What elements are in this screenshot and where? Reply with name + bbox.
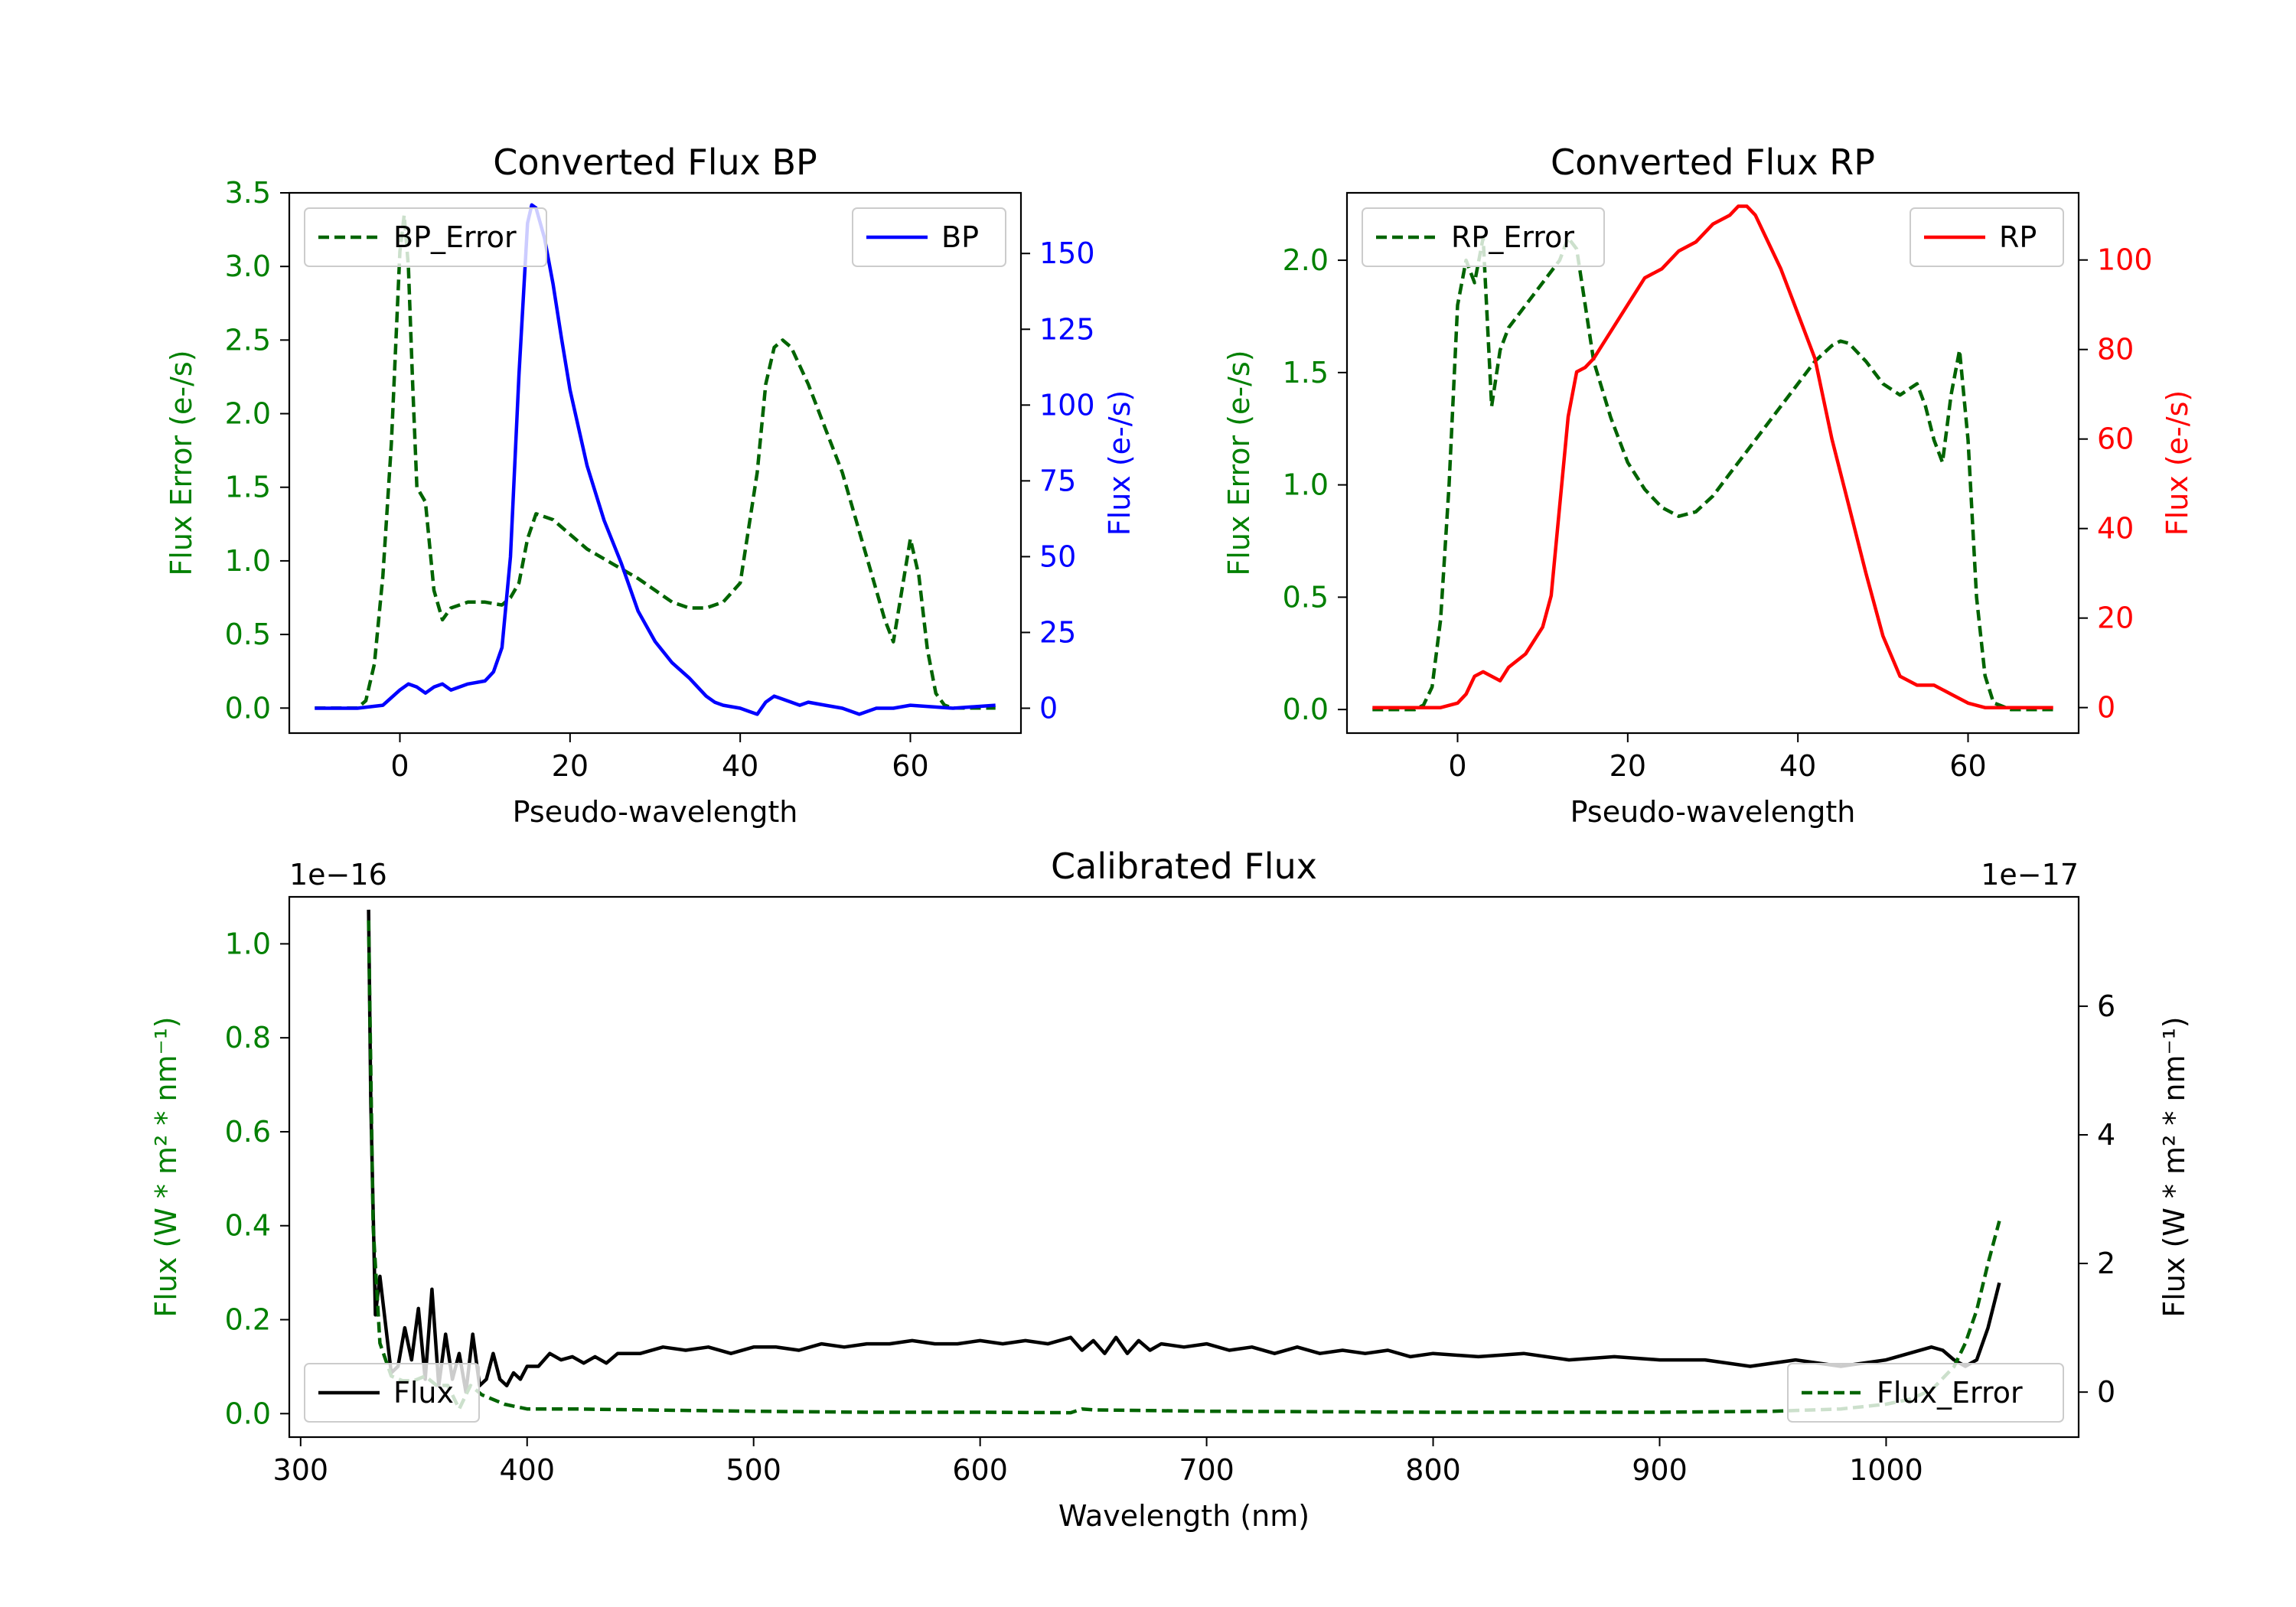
x-axis-label: Pseudo-wavelength	[513, 795, 798, 829]
y-left-tick-label: 0.0	[1283, 693, 1329, 726]
x-tick-label: 60	[1949, 749, 1986, 783]
y-right-tick-label: 4	[2097, 1118, 2115, 1152]
y-right-tick-label: 40	[2097, 512, 2134, 546]
y-right-offset-label: 1e−17	[1981, 858, 2079, 892]
y-right-tick-label: 6	[2097, 989, 2115, 1023]
series-line-bp	[315, 203, 996, 716]
plot-frame	[288, 895, 2080, 1439]
legend-box	[852, 207, 1006, 267]
panel-bp: 0 20 40 60 Pseudo-wavelength 0.0 0.5 1.0 1.5 2.0 2…	[165, 142, 1137, 829]
panel-rp: 0 20 40 60 Pseudo-wavelength 0.0 0.5 1.0 1.5 2.0 0…	[1222, 142, 2194, 829]
y-right-tick-label: 25	[1039, 615, 1076, 649]
legend-flux: Flux	[304, 1363, 480, 1423]
series-line-rp	[1372, 204, 2053, 709]
y-right-tick-label: 50	[1039, 539, 1076, 573]
y-left-tick-label: 3.5	[225, 176, 271, 210]
x-tick-label: 40	[1779, 749, 1816, 783]
y-left-tick-label: 0.0	[225, 691, 271, 725]
x-tick-label: 20	[1609, 749, 1646, 783]
y-left-tick-label: 1.5	[1283, 356, 1329, 390]
x-tick-label: 20	[552, 749, 589, 783]
y-right-tick-label: 80	[2097, 333, 2134, 367]
y-left-tick-label: 0.5	[225, 618, 271, 651]
y-right-tick-label: 20	[2097, 601, 2134, 635]
x-axis-label: Wavelength (nm)	[1058, 1499, 1309, 1533]
y-right-axis-label: Flux (e-/s)	[2161, 390, 2194, 536]
y-left-tick-label: 2.0	[1283, 243, 1329, 277]
legend-box	[1910, 207, 2064, 267]
y-right-tick-label: 100	[1039, 388, 1095, 422]
y-left-tick-label: 0.6	[225, 1115, 271, 1149]
chart-title: Calibrated Flux	[1051, 846, 1317, 887]
y-right-axis-label: Flux (W * m² * nm⁻¹)	[2157, 1016, 2191, 1317]
legend-box	[304, 207, 547, 267]
legend-label: BP_Error	[393, 220, 517, 254]
y-left-axis-label: Flux Error (e-/s)	[1222, 350, 1256, 575]
x-tick-label: 0	[390, 749, 409, 783]
y-left-tick-label: 0.0	[225, 1397, 271, 1430]
legend-rp-error: RP_Error	[1362, 207, 1605, 267]
x-axis-label: Pseudo-wavelength	[1570, 795, 1856, 829]
y-right-tick-label: 150	[1039, 236, 1095, 270]
y-right-axis-label: Flux (e-/s)	[1103, 390, 1137, 536]
y-left-tick-label: 0.5	[1283, 580, 1329, 614]
chart-title: Converted Flux BP	[493, 142, 817, 183]
legend-bp: BP	[852, 207, 1006, 267]
y-left-tick-label: 2.5	[225, 323, 271, 357]
legend-bp-error: BP_Error	[304, 207, 547, 267]
legend-label: RP	[1999, 220, 2037, 254]
legend-label: Flux	[393, 1376, 454, 1410]
y-left-tick-label: 1.0	[1283, 468, 1329, 502]
x-tick-label: 60	[892, 749, 928, 783]
chart-title: Converted Flux RP	[1551, 142, 1875, 183]
y-left-axis-label: Flux Error (e-/s)	[165, 350, 198, 575]
legend-box	[1362, 207, 1605, 267]
x-tick-label: 900	[1632, 1453, 1688, 1487]
y-left-tick-label: 0.2	[225, 1303, 271, 1337]
y-left-tick-label: 0.4	[225, 1209, 271, 1243]
y-right-tick-label: 0	[2097, 1375, 2115, 1409]
x-tick-label: 400	[499, 1453, 555, 1487]
x-tick-label: 600	[952, 1453, 1008, 1487]
legend-box	[1787, 1363, 2064, 1423]
legend-rp: RP	[1910, 207, 2064, 267]
panels: 0 20 40 60Pseudo-wavelength0.00.51.01.52.02…	[149, 142, 2194, 1533]
legend-label: Flux_Error	[1877, 1376, 2023, 1410]
y-right-tick-label: 2	[2097, 1247, 2115, 1280]
y-right-tick-label: 125	[1039, 312, 1095, 346]
plot-frame	[288, 191, 1022, 735]
y-right-tick-label: 100	[2097, 243, 2153, 277]
y-left-tick-label: 3.0	[225, 249, 271, 283]
y-left-tick-label: 2.0	[225, 397, 271, 431]
series-line-flux	[367, 909, 2001, 1394]
y-left-offset-label: 1e−16	[289, 858, 387, 892]
y-right-tick-label: 60	[2097, 422, 2134, 456]
x-tick-label: 1000	[1849, 1453, 1923, 1487]
legend-box	[304, 1363, 480, 1423]
x-tick-label: 700	[1179, 1453, 1234, 1487]
x-tick-label: 300	[273, 1453, 329, 1487]
series-line-bp-error	[315, 213, 996, 710]
x-tick-label: 800	[1405, 1453, 1461, 1487]
legend-label: RP_Error	[1451, 220, 1574, 254]
y-left-tick-label: 0.8	[225, 1021, 271, 1054]
y-right-tick-label: 0	[2097, 691, 2115, 725]
y-left-axis-label: Flux (W * m² * nm⁻¹)	[149, 1016, 183, 1317]
legend-label: BP	[941, 220, 979, 254]
plot-frame	[1345, 191, 2080, 735]
x-tick-label: 0	[1448, 749, 1466, 783]
y-right-tick-label: 75	[1039, 464, 1076, 497]
y-right-tick-label: 0	[1039, 692, 1058, 725]
panel-calibrated: 300 400 500 600 700 800 900 1000 Wavelength (nm)…	[149, 846, 2191, 1533]
y-left-tick-label: 1.0	[225, 927, 271, 960]
x-tick-label: 500	[726, 1453, 781, 1487]
y-left-tick-label: 1.0	[225, 544, 271, 578]
x-tick-label: 40	[722, 749, 758, 783]
legend-flux-error: Flux_Error	[1787, 1363, 2064, 1423]
y-left-tick-label: 1.5	[225, 471, 271, 504]
